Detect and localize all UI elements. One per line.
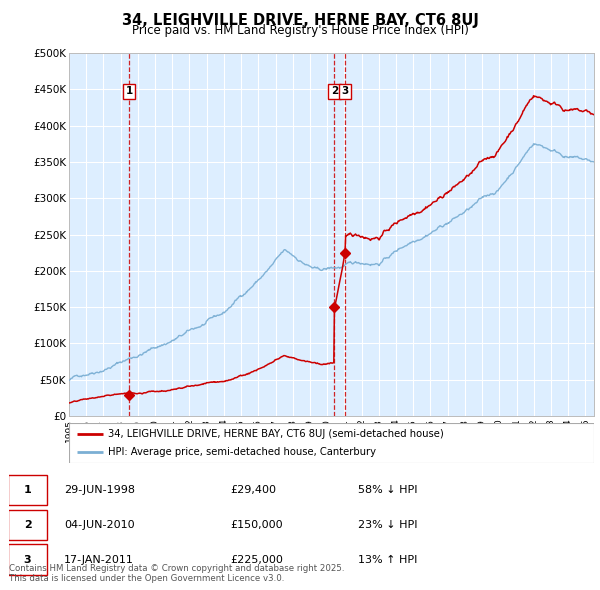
Text: £225,000: £225,000 (230, 555, 283, 565)
Text: 34, LEIGHVILLE DRIVE, HERNE BAY, CT6 8UJ (semi-detached house): 34, LEIGHVILLE DRIVE, HERNE BAY, CT6 8UJ… (109, 429, 444, 439)
Text: 13% ↑ HPI: 13% ↑ HPI (358, 555, 418, 565)
FancyBboxPatch shape (69, 423, 594, 463)
FancyBboxPatch shape (8, 510, 47, 540)
Text: 3: 3 (341, 86, 349, 96)
Text: HPI: Average price, semi-detached house, Canterbury: HPI: Average price, semi-detached house,… (109, 447, 376, 457)
Text: £150,000: £150,000 (230, 520, 283, 530)
Text: 17-JAN-2011: 17-JAN-2011 (64, 555, 134, 565)
Text: 04-JUN-2010: 04-JUN-2010 (64, 520, 135, 530)
Text: 58% ↓ HPI: 58% ↓ HPI (358, 485, 418, 495)
Text: 1: 1 (125, 86, 133, 96)
Text: 23% ↓ HPI: 23% ↓ HPI (358, 520, 418, 530)
FancyBboxPatch shape (8, 545, 47, 575)
Text: Price paid vs. HM Land Registry's House Price Index (HPI): Price paid vs. HM Land Registry's House … (131, 24, 469, 37)
Text: Contains HM Land Registry data © Crown copyright and database right 2025.
This d: Contains HM Land Registry data © Crown c… (9, 563, 344, 583)
Text: 2: 2 (24, 520, 31, 530)
Text: 2: 2 (331, 86, 338, 96)
Text: 34, LEIGHVILLE DRIVE, HERNE BAY, CT6 8UJ: 34, LEIGHVILLE DRIVE, HERNE BAY, CT6 8UJ (122, 13, 478, 28)
FancyBboxPatch shape (8, 474, 47, 505)
Text: £29,400: £29,400 (230, 485, 276, 495)
Text: 1: 1 (24, 485, 31, 495)
Text: 29-JUN-1998: 29-JUN-1998 (64, 485, 135, 495)
Text: 3: 3 (24, 555, 31, 565)
